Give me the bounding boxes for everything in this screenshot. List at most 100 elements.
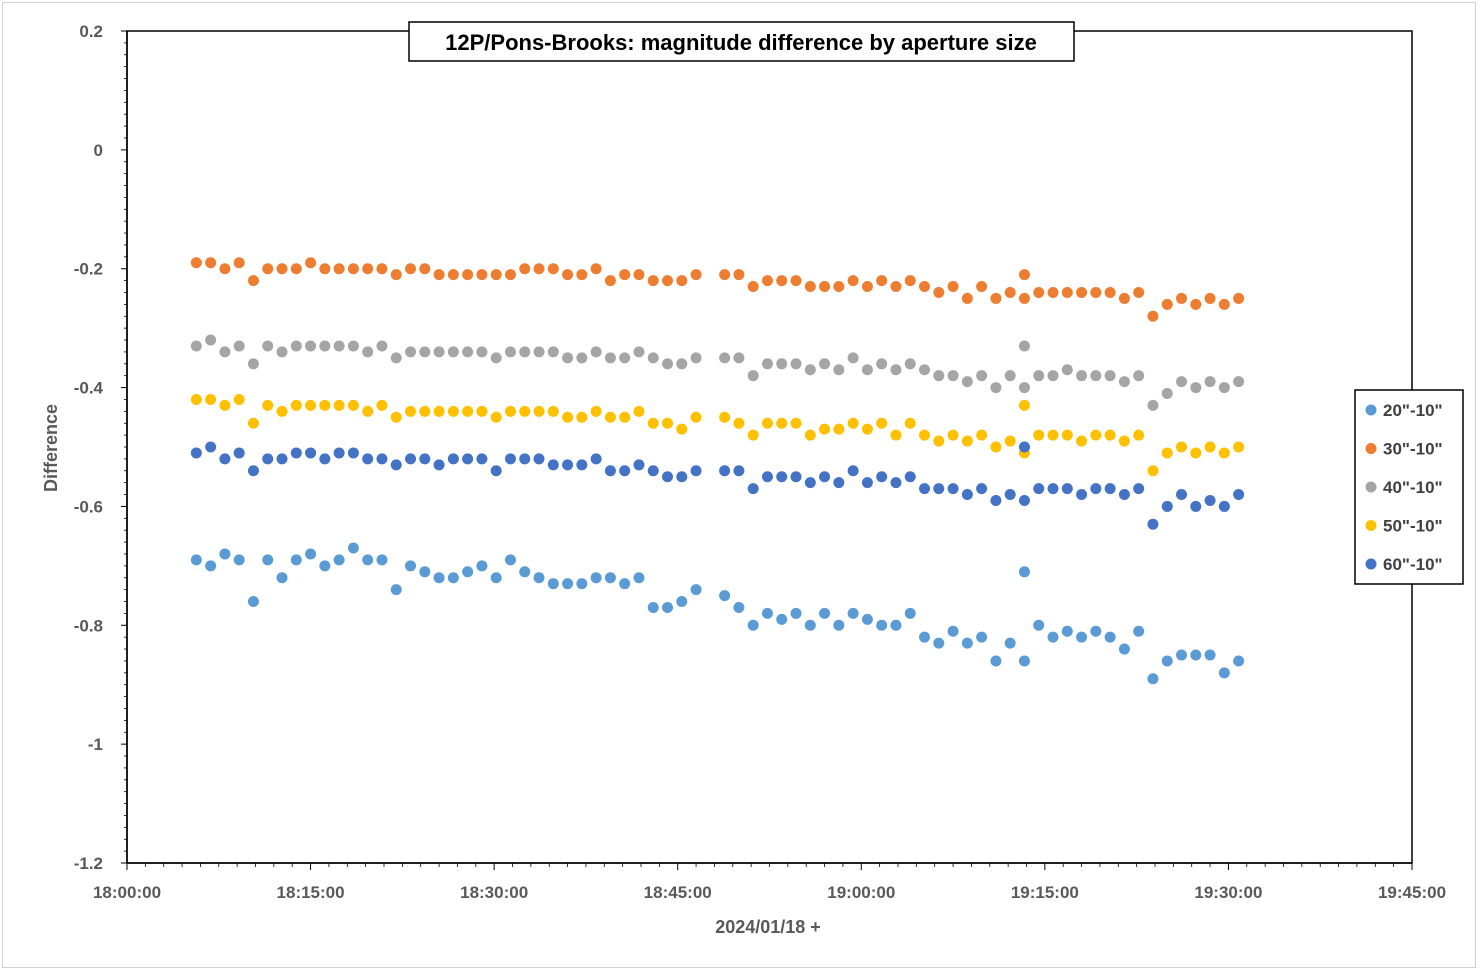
data-point (919, 483, 931, 495)
data-point (562, 578, 574, 590)
data-point (576, 578, 588, 590)
data-point (1076, 631, 1088, 643)
data-point (676, 423, 688, 435)
data-point (419, 263, 431, 275)
data-point (362, 453, 374, 465)
data-point (419, 453, 431, 465)
data-point (347, 263, 359, 275)
data-point (590, 263, 602, 275)
data-point (305, 447, 317, 459)
data-point (890, 619, 902, 631)
data-point (861, 477, 873, 489)
data-point (233, 340, 245, 352)
data-point (1104, 370, 1116, 382)
data-point (547, 578, 559, 590)
data-point (1190, 447, 1202, 459)
data-point (847, 275, 859, 287)
data-point (504, 554, 516, 566)
data-point (419, 566, 431, 578)
data-point (833, 619, 845, 631)
data-point (290, 340, 302, 352)
data-point (1190, 649, 1202, 661)
data-point (319, 263, 331, 275)
data-points (190, 257, 1245, 685)
data-point (519, 263, 531, 275)
data-point (433, 459, 445, 471)
data-point (476, 269, 488, 281)
data-point (776, 358, 788, 370)
data-point (961, 489, 973, 501)
chart-title-box (408, 21, 1075, 62)
data-point (262, 340, 274, 352)
y-axis-title: Difference (41, 404, 61, 492)
data-point (347, 399, 359, 411)
data-point (233, 393, 245, 405)
data-point (819, 358, 831, 370)
data-point (861, 423, 873, 435)
data-point (276, 572, 288, 584)
data-point (790, 417, 802, 429)
data-point (676, 596, 688, 608)
data-point (904, 471, 916, 483)
data-point (690, 269, 702, 281)
data-point (1176, 292, 1188, 304)
data-point (1018, 269, 1030, 281)
legend-label: 30"-10" (1383, 440, 1443, 459)
data-point (476, 346, 488, 358)
data-point (219, 346, 231, 358)
data-point (733, 601, 745, 613)
data-point (876, 358, 888, 370)
data-point (1104, 631, 1116, 643)
data-point (333, 263, 345, 275)
data-point (747, 483, 759, 495)
data-point (733, 269, 745, 281)
data-point (462, 346, 474, 358)
data-point (276, 405, 288, 417)
data-point (519, 405, 531, 417)
data-point (1218, 667, 1230, 679)
data-point (1018, 340, 1030, 352)
data-point (476, 405, 488, 417)
data-point (847, 607, 859, 619)
legend-marker (1365, 404, 1377, 416)
data-point (761, 607, 773, 619)
data-point (776, 417, 788, 429)
data-point (547, 459, 559, 471)
data-point (276, 346, 288, 358)
data-point (604, 352, 616, 364)
data-point (1076, 489, 1088, 501)
data-point (633, 572, 645, 584)
data-point (747, 370, 759, 382)
data-point (890, 281, 902, 293)
data-point (747, 619, 759, 631)
data-point (676, 471, 688, 483)
data-point (1161, 500, 1173, 512)
data-point (1018, 441, 1030, 453)
data-point (1218, 298, 1230, 310)
data-point (405, 346, 417, 358)
data-point (919, 429, 931, 441)
data-point (1218, 500, 1230, 512)
data-point (504, 269, 516, 281)
data-point (476, 453, 488, 465)
y-tick-label: -1.2 (74, 854, 103, 873)
data-point (633, 346, 645, 358)
data-point (933, 286, 945, 298)
data-point (205, 334, 217, 346)
data-point (1018, 382, 1030, 394)
data-point (676, 275, 688, 287)
data-point (790, 471, 802, 483)
data-point (547, 346, 559, 358)
data-point (733, 417, 745, 429)
data-point (1004, 370, 1016, 382)
data-point (1061, 364, 1073, 376)
data-point (990, 655, 1002, 667)
data-point (947, 483, 959, 495)
data-point (976, 370, 988, 382)
data-point (847, 352, 859, 364)
data-point (305, 399, 317, 411)
data-point (604, 411, 616, 423)
data-point (347, 542, 359, 554)
data-point (876, 275, 888, 287)
data-point (1147, 310, 1159, 322)
